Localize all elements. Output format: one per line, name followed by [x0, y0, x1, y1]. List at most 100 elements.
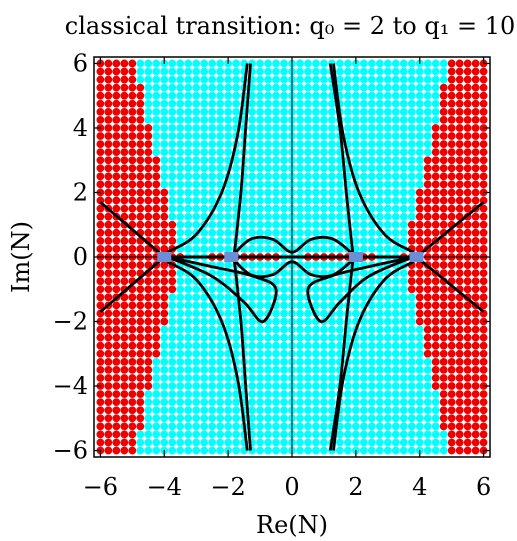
cyan-region-point [232, 91, 241, 100]
cyan-region-point [343, 107, 352, 116]
cyan-region-point [391, 107, 400, 116]
cyan-region-point [192, 220, 201, 229]
cyan-region-point [367, 390, 376, 398]
cyan-region-point [200, 204, 209, 213]
red-region-point [96, 204, 105, 213]
red-region-point [104, 132, 113, 140]
cyan-region-point [264, 366, 272, 374]
cyan-region-point [272, 180, 280, 189]
cyan-region-point [208, 357, 217, 366]
cyan-region-point [168, 83, 177, 92]
red-region-point [128, 301, 137, 310]
cyan-region-point [336, 212, 344, 221]
cyan-region-point [343, 414, 352, 423]
red-region-point [423, 317, 432, 326]
cyan-region-point [359, 180, 368, 189]
cyan-region-point [383, 212, 392, 221]
cyan-region-point [152, 446, 161, 455]
cyan-region-point [272, 83, 280, 92]
cyan-region-point [200, 75, 209, 84]
cyan-region-point [399, 228, 408, 237]
cyan-region-point [280, 446, 288, 455]
cyan-region-point [296, 398, 304, 407]
cyan-region-point [359, 366, 368, 374]
cyan-region-point [391, 301, 400, 310]
cyan-region-point [296, 422, 304, 431]
cyan-region-point [391, 83, 400, 92]
cyan-region-point [336, 446, 344, 455]
cyan-region-point [184, 156, 193, 165]
cyan-region-point [375, 349, 384, 358]
red-region-point [439, 236, 448, 245]
red-region-point [423, 236, 432, 245]
red-region-point [455, 245, 464, 253]
cyan-region-point [359, 382, 368, 390]
cyan-region-point [399, 164, 408, 173]
cyan-region-point [351, 398, 360, 407]
cyan-region-point [351, 212, 360, 221]
red-region-point [407, 269, 416, 278]
red-region-point [423, 333, 432, 342]
red-region-point [455, 414, 464, 423]
cyan-region-point [232, 438, 241, 447]
cyan-region-point [200, 357, 209, 366]
cyan-region-point [423, 91, 432, 100]
cyan-region-point [224, 236, 233, 245]
red-region-point [423, 325, 432, 334]
cyan-region-point [296, 293, 304, 302]
cyan-region-point [343, 67, 352, 76]
red-region-point [471, 228, 480, 237]
cyan-region-point [168, 357, 177, 366]
cyan-region-point [184, 67, 193, 76]
red-region-point [455, 164, 464, 173]
cyan-region-point [168, 390, 177, 398]
red-region-point [128, 366, 137, 374]
cyan-region-point [224, 438, 233, 447]
red-region-point [128, 91, 137, 100]
red-region-point [471, 91, 480, 100]
cyan-region-point [399, 236, 408, 245]
cyan-region-point [184, 374, 193, 382]
cyan-region-point [336, 164, 344, 173]
cyan-region-point [304, 277, 312, 286]
red-region-point [463, 325, 472, 334]
cyan-region-point [192, 366, 201, 374]
red-region-point [104, 196, 113, 205]
cyan-region-point [272, 172, 280, 181]
red-region-point [463, 236, 472, 245]
cyan-region-point [248, 91, 256, 100]
cyan-region-point [264, 83, 272, 92]
cyan-region-point [280, 317, 288, 326]
cyan-region-point [264, 446, 272, 455]
cyan-region-point [431, 83, 440, 92]
cyan-region-point [320, 116, 328, 124]
cyan-region-point [407, 341, 416, 350]
red-region-point [471, 366, 480, 374]
red-region-point [112, 172, 121, 181]
cyan-region-point [296, 446, 304, 455]
cyan-region-point [160, 382, 169, 390]
red-region-point [112, 333, 121, 342]
red-region-point [463, 414, 472, 423]
red-region-point [104, 220, 113, 229]
cyan-region-point [256, 301, 264, 310]
cyan-region-point [336, 196, 344, 205]
red-region-point [447, 59, 456, 68]
cyan-region-point [168, 414, 177, 423]
cyan-region-point [280, 172, 288, 181]
cyan-region-point [216, 99, 225, 108]
cyan-region-point [184, 75, 193, 84]
cyan-region-point [328, 180, 336, 189]
cyan-region-point [136, 67, 145, 76]
red-region-point [104, 164, 113, 173]
red-region-point [471, 277, 480, 286]
cyan-region-point [359, 220, 368, 229]
cyan-region-point [359, 236, 368, 245]
cyan-region-point [168, 204, 177, 213]
cyan-region-point [200, 277, 209, 286]
cyan-region-point [160, 341, 169, 350]
cyan-region-point [312, 107, 320, 116]
red-region-point [152, 236, 161, 245]
red-region-point [128, 132, 137, 140]
red-region-point [447, 366, 456, 374]
